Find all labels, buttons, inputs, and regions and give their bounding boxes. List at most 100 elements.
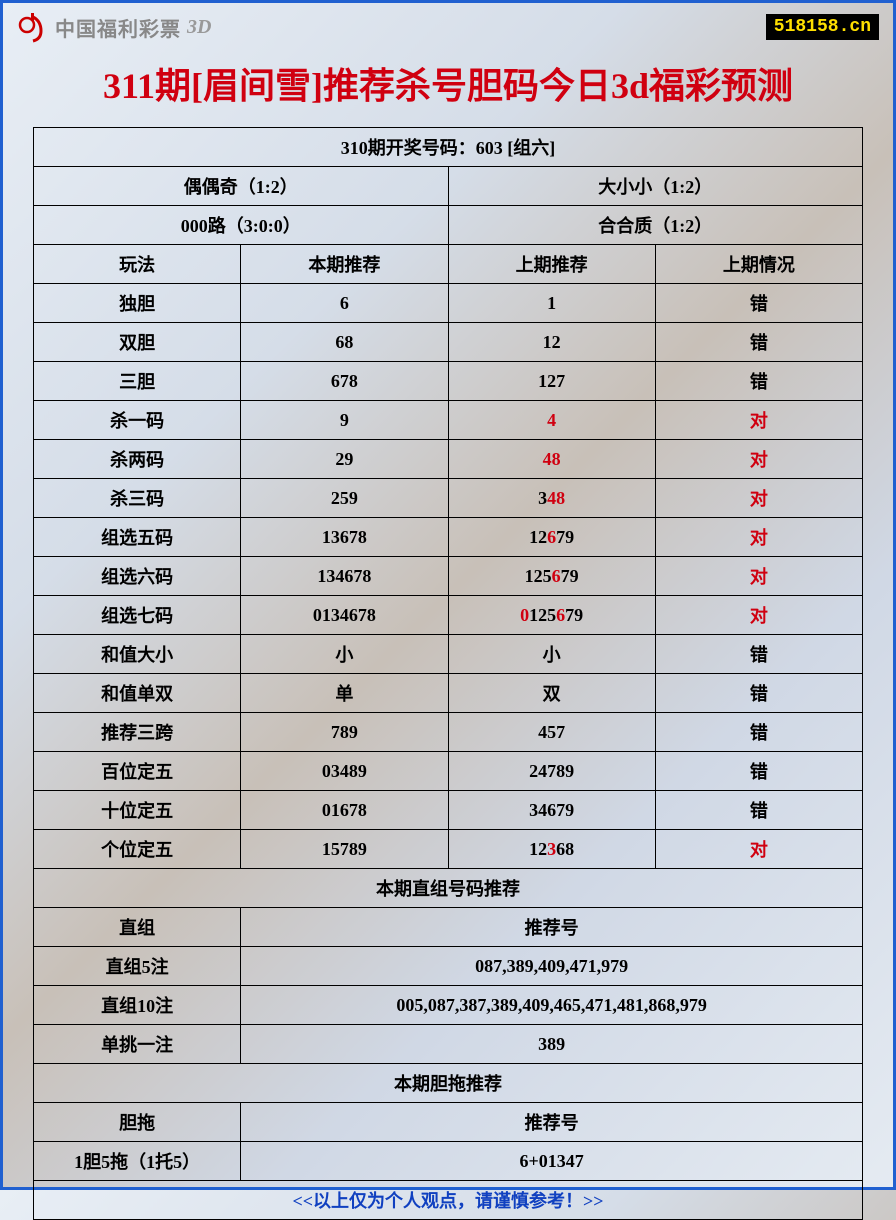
table-row: 和值单双单双错: [34, 674, 863, 713]
current-pick: 15789: [241, 830, 448, 869]
logo-3d: 3D: [187, 16, 211, 39]
prev-pick: 12368: [448, 830, 655, 869]
result: 错: [655, 362, 862, 401]
play-name: 杀两码: [34, 440, 241, 479]
current-pick: 0134678: [241, 596, 448, 635]
section-title: 本期胆拖推荐: [34, 1064, 863, 1103]
prev-pick: 1: [448, 284, 655, 323]
current-pick: 789: [241, 713, 448, 752]
draw-info: 310期开奖号码：603 [组六]: [34, 128, 863, 167]
site-badge: 518158.cn: [766, 14, 879, 40]
result: 对: [655, 440, 862, 479]
result: 错: [655, 635, 862, 674]
summary-cell: 000路（3:0:0）: [34, 206, 449, 245]
lottery-logo-icon: [17, 11, 49, 43]
current-pick: 小: [241, 635, 448, 674]
result: 对: [655, 557, 862, 596]
prev-pick: 双: [448, 674, 655, 713]
row-label: 1胆5拖（1托5）: [34, 1142, 241, 1181]
table-row: 直组5注087,389,409,471,979: [34, 947, 863, 986]
current-pick: 01678: [241, 791, 448, 830]
play-name: 和值单双: [34, 674, 241, 713]
table-row: 双胆6812错: [34, 323, 863, 362]
current-pick: 03489: [241, 752, 448, 791]
table-row: 独胆61错: [34, 284, 863, 323]
table-row: 直组10注005,087,387,389,409,465,471,481,868…: [34, 986, 863, 1025]
current-pick: 9: [241, 401, 448, 440]
col-header: 推荐号: [241, 1103, 863, 1142]
section-title: 本期直组号码推荐: [34, 869, 863, 908]
current-pick: 68: [241, 323, 448, 362]
table-row: 和值大小小小错: [34, 635, 863, 674]
prev-pick: 348: [448, 479, 655, 518]
table-row: 1胆5拖（1托5）6+01347: [34, 1142, 863, 1181]
footer-note: <<以上仅为个人观点，请谨慎参考！>>: [34, 1181, 863, 1220]
play-name: 三胆: [34, 362, 241, 401]
page-title: 311期[眉间雪]推荐杀号胆码今日3d福彩预测: [3, 47, 893, 127]
prev-pick: 34679: [448, 791, 655, 830]
table-row: 个位定五1578912368对: [34, 830, 863, 869]
result: 对: [655, 479, 862, 518]
result: 错: [655, 752, 862, 791]
play-name: 十位定五: [34, 791, 241, 830]
table-row: 组选六码134678125679对: [34, 557, 863, 596]
result: 错: [655, 791, 862, 830]
current-pick: 259: [241, 479, 448, 518]
prediction-table: 310期开奖号码：603 [组六] 偶偶奇（1:2） 大小小（1:2） 000路…: [33, 127, 863, 1220]
table-row: 组选七码01346780125679对: [34, 596, 863, 635]
play-name: 独胆: [34, 284, 241, 323]
current-pick: 678: [241, 362, 448, 401]
header: 中国福利彩票 3D 518158.cn: [3, 3, 893, 47]
prev-pick: 24789: [448, 752, 655, 791]
play-name: 杀一码: [34, 401, 241, 440]
row-value: 005,087,387,389,409,465,471,481,868,979: [241, 986, 863, 1025]
prev-pick: 12679: [448, 518, 655, 557]
result: 对: [655, 518, 862, 557]
play-name: 双胆: [34, 323, 241, 362]
play-name: 组选七码: [34, 596, 241, 635]
logo-text: 中国福利彩票: [55, 13, 181, 42]
play-name: 和值大小: [34, 635, 241, 674]
table-row: 三胆678127错: [34, 362, 863, 401]
current-pick: 单: [241, 674, 448, 713]
table-row: 单挑一注389: [34, 1025, 863, 1064]
col-header: 本期推荐: [241, 245, 448, 284]
table-row: 组选五码1367812679对: [34, 518, 863, 557]
prev-pick: 小: [448, 635, 655, 674]
summary-cell: 大小小（1:2）: [448, 167, 863, 206]
play-name: 推荐三跨: [34, 713, 241, 752]
table-row: 推荐三跨789457错: [34, 713, 863, 752]
prev-pick: 0125679: [448, 596, 655, 635]
col-header: 上期情况: [655, 245, 862, 284]
table-row: 十位定五0167834679错: [34, 791, 863, 830]
row-value: 087,389,409,471,979: [241, 947, 863, 986]
result: 对: [655, 596, 862, 635]
summary-cell: 偶偶奇（1:2）: [34, 167, 449, 206]
prev-pick: 12: [448, 323, 655, 362]
row-value: 389: [241, 1025, 863, 1064]
table-row: 杀两码2948对: [34, 440, 863, 479]
prev-pick: 457: [448, 713, 655, 752]
play-name: 百位定五: [34, 752, 241, 791]
result: 对: [655, 401, 862, 440]
play-name: 个位定五: [34, 830, 241, 869]
row-label: 直组5注: [34, 947, 241, 986]
result: 错: [655, 284, 862, 323]
col-header: 胆拖: [34, 1103, 241, 1142]
play-name: 组选六码: [34, 557, 241, 596]
current-pick: 134678: [241, 557, 448, 596]
row-label: 单挑一注: [34, 1025, 241, 1064]
table-row: 百位定五0348924789错: [34, 752, 863, 791]
table-container: 310期开奖号码：603 [组六] 偶偶奇（1:2） 大小小（1:2） 000路…: [3, 127, 893, 1220]
prev-pick: 127: [448, 362, 655, 401]
logo-area: 中国福利彩票 3D: [17, 11, 211, 43]
summary-cell: 合合质（1:2）: [448, 206, 863, 245]
col-header: 直组: [34, 908, 241, 947]
col-header: 推荐号: [241, 908, 863, 947]
play-name: 杀三码: [34, 479, 241, 518]
prev-pick: 125679: [448, 557, 655, 596]
prev-pick: 4: [448, 401, 655, 440]
current-pick: 29: [241, 440, 448, 479]
table-row: 杀一码94对: [34, 401, 863, 440]
row-label: 直组10注: [34, 986, 241, 1025]
